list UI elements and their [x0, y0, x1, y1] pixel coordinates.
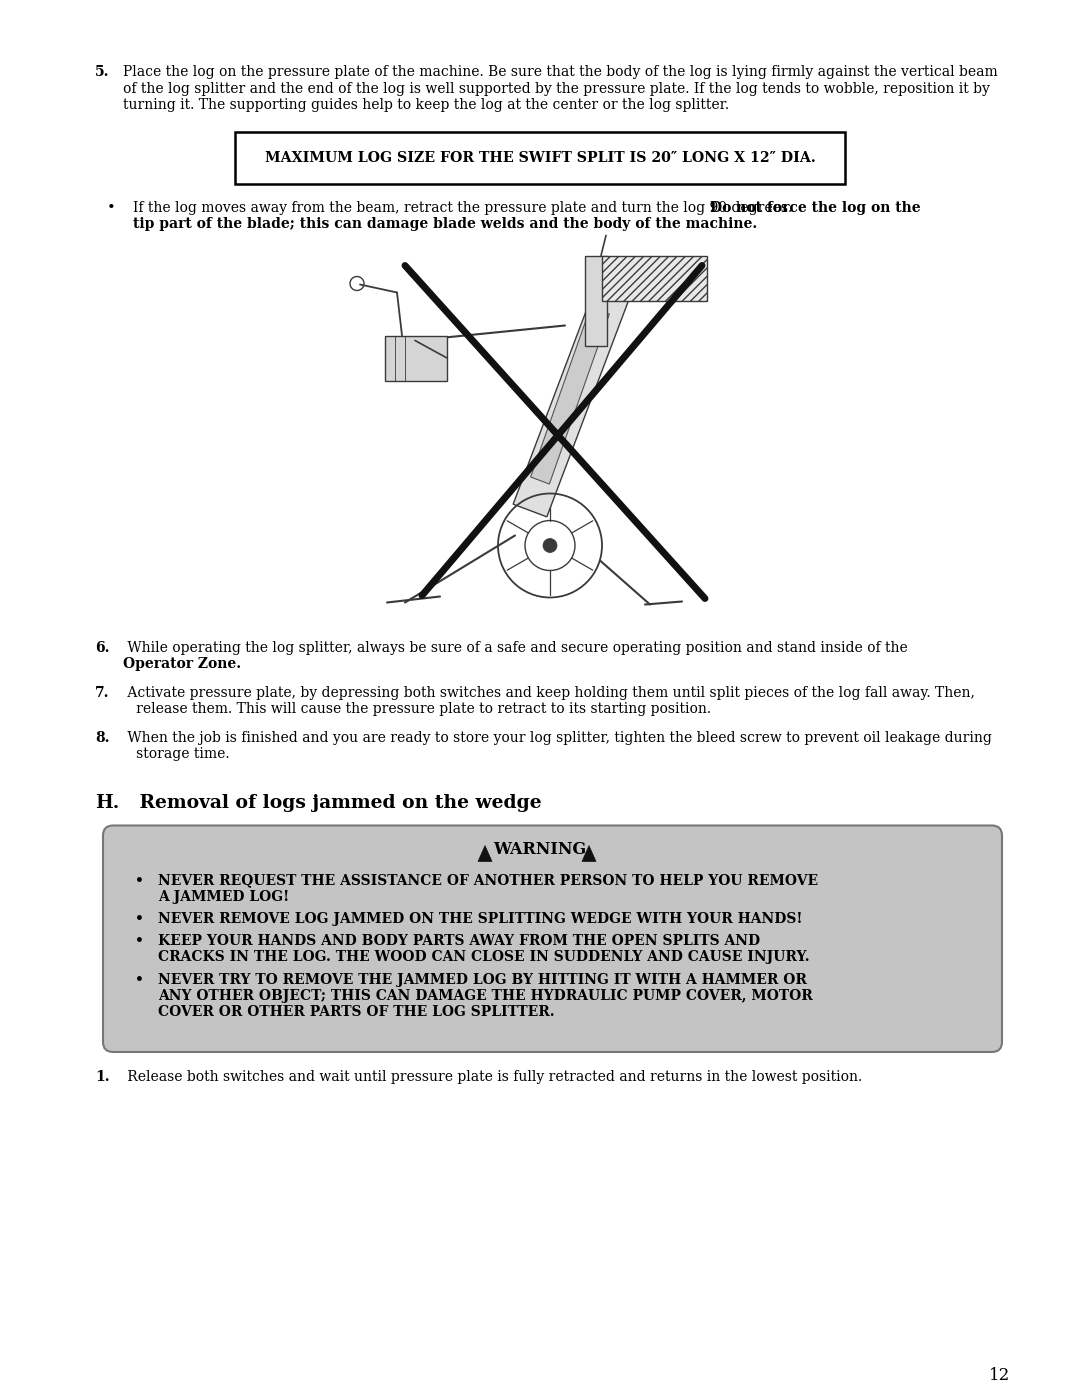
Text: NEVER TRY TO REMOVE THE JAMMED LOG BY HITTING IT WITH A HAMMER OR: NEVER TRY TO REMOVE THE JAMMED LOG BY HI…	[158, 972, 807, 986]
Text: 8.: 8.	[95, 731, 109, 745]
Text: 12: 12	[989, 1368, 1010, 1384]
Text: release them. This will cause the pressure plate to retract to its starting posi: release them. This will cause the pressu…	[123, 703, 711, 717]
Text: COVER OR OTHER PARTS OF THE LOG SPLITTER.: COVER OR OTHER PARTS OF THE LOG SPLITTER…	[158, 1004, 555, 1018]
Text: H.: H.	[95, 793, 119, 812]
Text: 7.: 7.	[95, 686, 109, 700]
Text: A JAMMED LOG!: A JAMMED LOG!	[158, 890, 289, 904]
Circle shape	[543, 538, 557, 552]
Text: •: •	[135, 972, 144, 986]
Text: While operating the log splitter, always be sure of a safe and secure operating : While operating the log splitter, always…	[123, 640, 908, 655]
FancyBboxPatch shape	[235, 131, 845, 183]
Text: tip part of the blade; this can damage blade welds and the body of the machine.: tip part of the blade; this can damage b…	[133, 217, 757, 231]
Text: turning it. The supporting guides help to keep the log at the center or the log : turning it. The supporting guides help t…	[123, 98, 729, 112]
Text: •: •	[135, 935, 144, 949]
Text: Activate pressure plate, by depressing both switches and keep holding them until: Activate pressure plate, by depressing b…	[123, 686, 975, 700]
Text: When the job is finished and you are ready to store your log splitter, tighten t: When the job is finished and you are rea…	[123, 731, 991, 745]
Text: WARNING: WARNING	[494, 841, 586, 858]
Text: NEVER REMOVE LOG JAMMED ON THE SPLITTING WEDGE WITH YOUR HANDS!: NEVER REMOVE LOG JAMMED ON THE SPLITTING…	[158, 912, 802, 926]
Text: Release both switches and wait until pressure plate is fully retracted and retur: Release both switches and wait until pre…	[123, 1070, 862, 1084]
Polygon shape	[478, 845, 492, 862]
FancyBboxPatch shape	[103, 826, 1002, 1052]
Text: 6.: 6.	[95, 640, 109, 655]
Text: Operator Zone.: Operator Zone.	[123, 657, 241, 671]
Text: CRACKS IN THE LOG. THE WOOD CAN CLOSE IN SUDDENLY AND CAUSE INJURY.: CRACKS IN THE LOG. THE WOOD CAN CLOSE IN…	[158, 950, 810, 964]
Text: If the log moves away from the beam, retract the pressure plate and turn the log: If the log moves away from the beam, ret…	[133, 201, 797, 215]
Polygon shape	[582, 845, 596, 862]
Text: •: •	[107, 201, 116, 215]
Text: 5.: 5.	[95, 66, 109, 80]
Text: of the log splitter and the end of the log is well supported by the pressure pla: of the log splitter and the end of the l…	[123, 81, 990, 95]
Polygon shape	[585, 256, 607, 345]
Text: •: •	[135, 873, 144, 887]
Polygon shape	[602, 256, 707, 300]
Text: Place the log on the pressure plate of the machine. Be sure that the body of the: Place the log on the pressure plate of t…	[123, 66, 998, 80]
Text: 1.: 1.	[95, 1070, 110, 1084]
Text: Removal of logs jammed on the wedge: Removal of logs jammed on the wedge	[133, 793, 542, 812]
Polygon shape	[513, 279, 632, 517]
Text: storage time.: storage time.	[123, 747, 230, 761]
Text: KEEP YOUR HANDS AND BODY PARTS AWAY FROM THE OPEN SPLITS AND: KEEP YOUR HANDS AND BODY PARTS AWAY FROM…	[158, 935, 760, 949]
Text: Do not force the log on the: Do not force the log on the	[710, 201, 920, 215]
Text: ANY OTHER OBJECT; THIS CAN DAMAGE THE HYDRAULIC PUMP COVER, MOTOR: ANY OTHER OBJECT; THIS CAN DAMAGE THE HY…	[158, 989, 813, 1003]
Text: MAXIMUM LOG SIZE FOR THE SWIFT SPLIT IS 20″ LONG X 12″ DIA.: MAXIMUM LOG SIZE FOR THE SWIFT SPLIT IS …	[265, 151, 815, 165]
Polygon shape	[530, 307, 609, 483]
Polygon shape	[384, 335, 447, 380]
Text: NEVER REQUEST THE ASSISTANCE OF ANOTHER PERSON TO HELP YOU REMOVE: NEVER REQUEST THE ASSISTANCE OF ANOTHER …	[158, 873, 819, 887]
Text: •: •	[135, 912, 144, 926]
